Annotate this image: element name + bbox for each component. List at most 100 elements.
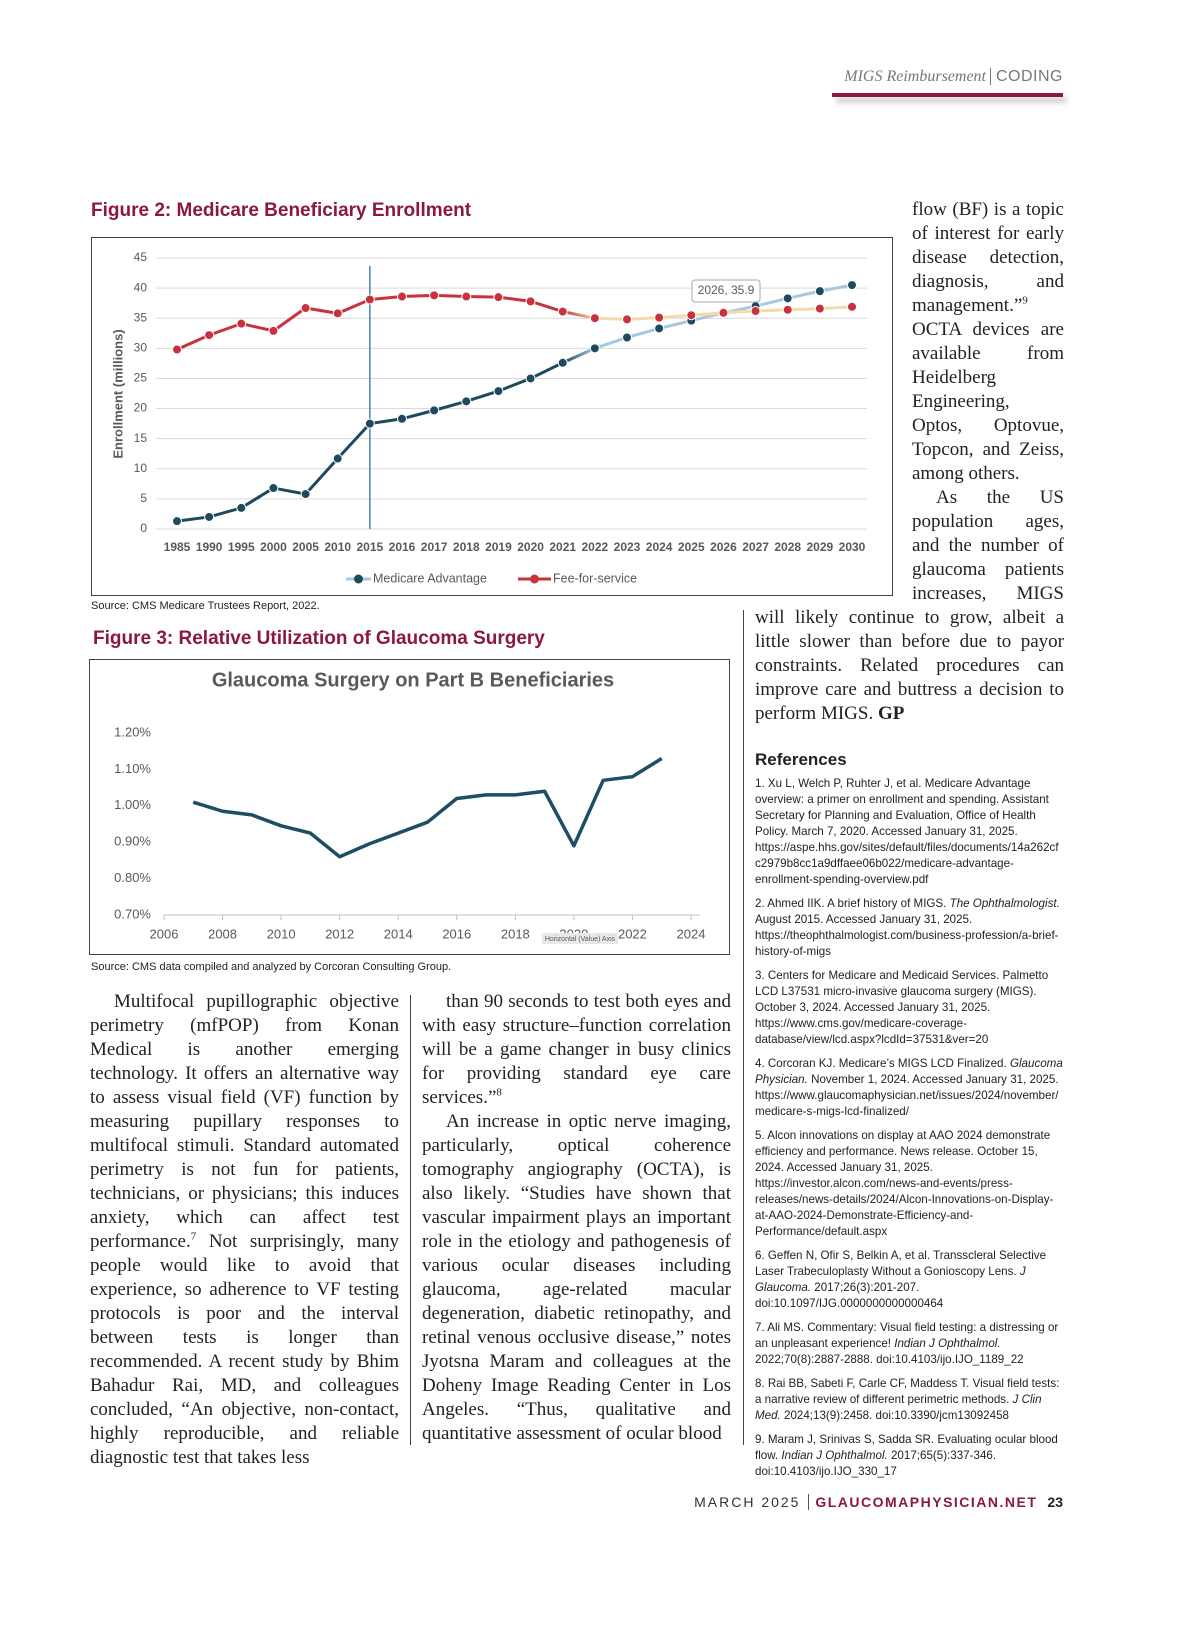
data-point — [364, 294, 375, 305]
annotation: 2026, 35.9 — [698, 283, 755, 297]
x-tick-label: 2029 — [807, 540, 834, 554]
series-line — [176, 283, 853, 523]
data-point — [557, 357, 568, 368]
footnote-ref: 7 — [190, 1230, 197, 1243]
y-tick-label: 0.70% — [114, 906, 151, 921]
x-axis-label: Horizontal (Value) Axis — [545, 936, 616, 943]
column-rule — [743, 610, 744, 1445]
x-tick-label: 2027 — [742, 540, 769, 554]
x-tick-label: 2012 — [325, 926, 354, 941]
text-run: 2024;13(9):2458. doi:10.3390/jcm13092458 — [780, 1409, 1009, 1422]
data-point — [557, 306, 568, 317]
data-point — [236, 502, 247, 513]
data-point — [332, 453, 343, 464]
reference: 6. Geffen N, Ofir S, Belkin A, et al. Tr… — [755, 1248, 1063, 1312]
text-run: 4. Corcoran KJ. Medicare’s MIGS LCD Fina… — [755, 1057, 1010, 1070]
y-tick-label: 20 — [134, 401, 148, 415]
text-run: than 90 seconds to test both eyes and wi… — [422, 991, 731, 1108]
x-tick-label: 1995 — [228, 540, 255, 554]
x-tick-label: 2025 — [678, 540, 705, 554]
y-tick-label: 30 — [134, 341, 148, 355]
text-run: 1. Xu L, Welch P, Ruhter J, et al. Medic… — [755, 777, 1059, 886]
data-point — [814, 303, 825, 314]
x-tick-label: 2014 — [384, 926, 413, 941]
data-point — [847, 301, 857, 312]
reference: 1. Xu L, Welch P, Ruhter J, et al. Medic… — [755, 776, 1063, 888]
data-point — [589, 343, 600, 354]
legend-label: Medicare Advantage — [373, 571, 487, 585]
text-run: August 2015. Accessed January 31, 2025. … — [755, 913, 1059, 958]
x-tick-label: 2019 — [485, 540, 512, 554]
reference: 8. Rai BB, Sabeti F, Carle CF, Maddess T… — [755, 1376, 1063, 1424]
text-column: Multifocal pupillographic objective peri… — [90, 990, 399, 1470]
y-tick-label: 1.00% — [114, 797, 151, 812]
reference: 4. Corcoran KJ. Medicare’s MIGS LCD Fina… — [755, 1056, 1063, 1120]
text-run: 6. Geffen N, Ofir S, Belkin A, et al. Tr… — [755, 1249, 1047, 1278]
x-tick-label: 2018 — [453, 540, 480, 554]
data-point — [493, 292, 504, 303]
x-tick-label: 2017 — [421, 540, 448, 554]
reference: 5. Alcon innovations on display at AAO 2… — [755, 1128, 1063, 1240]
data-point — [300, 489, 311, 500]
data-point — [300, 302, 311, 313]
text-run: As the US population ages, and the numbe… — [755, 487, 1064, 724]
y-tick-label: 15 — [134, 431, 148, 445]
text-run: 2017;65(5):337-346. doi:10.4103/ijo.IJO_… — [755, 1449, 997, 1478]
data-point — [461, 291, 472, 302]
data-point — [622, 314, 632, 325]
header-bar — [832, 93, 1063, 97]
legend-marker — [530, 574, 539, 584]
data-point — [268, 325, 279, 336]
footer-site: GLAUCOMAPHYSICIAN.NET — [808, 1494, 1038, 1510]
data-point — [397, 413, 407, 424]
text-run: Indian J Ophthalmol. — [894, 1337, 1001, 1350]
annotation-box — [691, 279, 761, 303]
data-point — [204, 330, 215, 341]
data-point — [654, 323, 665, 334]
y-tick-label: 1.10% — [114, 761, 151, 776]
data-point — [782, 293, 793, 304]
x-tick-label: 2000 — [260, 540, 287, 554]
paragraph: An increase in optic nerve imaging, part… — [422, 1110, 731, 1446]
reference: 2. Ahmed IIK. A brief history of MIGS. T… — [755, 896, 1063, 960]
series-line — [176, 293, 853, 351]
data-point — [332, 308, 343, 319]
data-point — [525, 296, 536, 307]
text-run: Glaucoma Physician. — [755, 1057, 1063, 1086]
paragraph: As the US population ages, and the numbe… — [755, 486, 1064, 726]
text-run: An increase in optic nerve imaging, part… — [422, 1111, 731, 1444]
text-run: November 1, 2024. Accessed January 31, 2… — [755, 1073, 1059, 1118]
data-point — [204, 511, 215, 522]
data-point — [268, 483, 279, 494]
data-point — [814, 286, 825, 297]
text-run: J Clin Med. — [755, 1393, 1042, 1422]
x-tick-label: 2024 — [646, 540, 673, 554]
x-tick-label: 2021 — [549, 540, 576, 554]
text-run: 9. Maram J, Srinivas S, Sadda SR. Evalua… — [755, 1433, 1058, 1462]
y-tick-label: 1.20% — [114, 724, 151, 739]
legend-label: Fee-for-service — [553, 571, 637, 585]
x-tick-label: 2030 — [839, 540, 866, 554]
x-tick-label: 1990 — [196, 540, 223, 554]
text-column: flow (BF) is a topic of interest for ear… — [755, 198, 1064, 726]
figure-caption: Figure 3: Relative Utilization of Glauco… — [93, 628, 545, 649]
footnote-ref: 9 — [1022, 294, 1028, 307]
x-tick-label: 2026 — [710, 540, 737, 554]
x-tick-label: 2015 — [357, 540, 384, 554]
footer-date: MARCH 2025 — [694, 1494, 801, 1510]
x-tick-label: 2006 — [150, 926, 179, 941]
axis-title-box — [542, 933, 618, 944]
text-run: The Ophthalmologist. — [949, 897, 1060, 910]
x-tick-label: 2022 — [618, 926, 647, 941]
figure-source: Source: CMS data compiled and analyzed b… — [91, 961, 452, 973]
text-run: flow (BF) is a topic of interest for ear… — [912, 199, 1064, 316]
x-tick-label: 2008 — [208, 926, 237, 941]
figure-caption: Figure 2: Medicare Beneficiary Enrollmen… — [91, 200, 472, 221]
x-tick-label: 2020 — [517, 540, 544, 554]
text-run: J Glaucoma. — [755, 1265, 1026, 1294]
data-point — [364, 418, 375, 429]
x-tick-label: 2023 — [614, 540, 641, 554]
y-tick-label: 25 — [134, 371, 148, 385]
y-tick-label: 0.90% — [114, 834, 151, 849]
data-point — [589, 313, 600, 324]
